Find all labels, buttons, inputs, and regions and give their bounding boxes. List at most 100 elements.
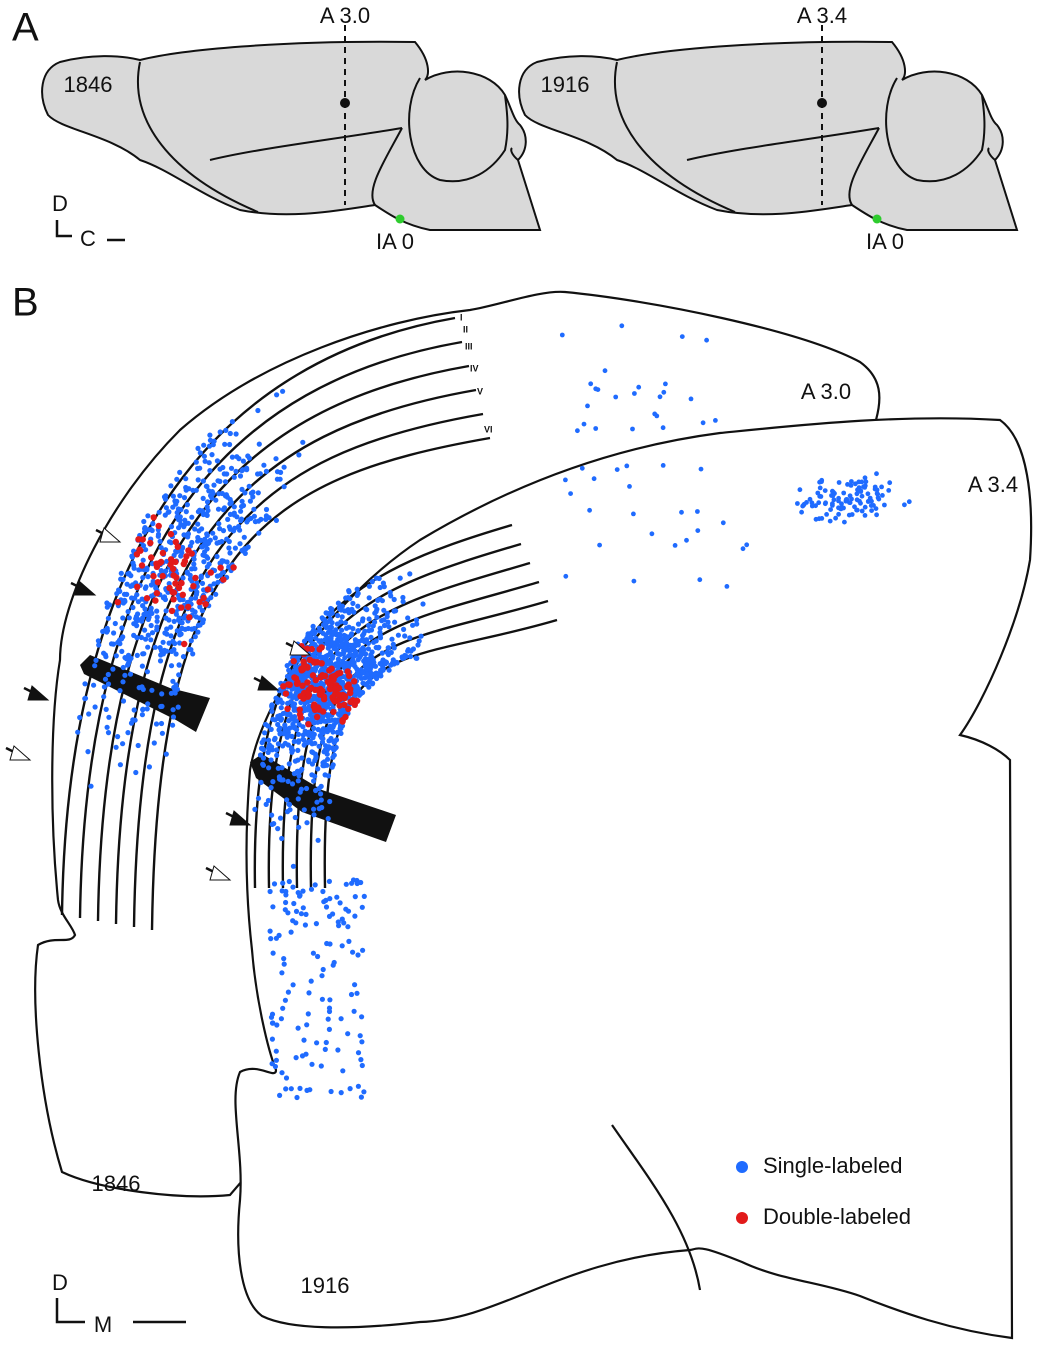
- cell: [186, 646, 192, 653]
- cell: [364, 661, 370, 667]
- cell: [281, 484, 287, 490]
- cell: [104, 604, 110, 610]
- cell: [325, 645, 331, 651]
- cell: [688, 396, 694, 402]
- cell: [613, 394, 619, 400]
- cell: [168, 663, 175, 669]
- cell: [325, 610, 331, 617]
- cell: [328, 624, 334, 630]
- cell: [882, 502, 887, 508]
- cell: [348, 643, 354, 649]
- cell: [268, 936, 274, 942]
- section-level: A 3.4: [968, 472, 1018, 497]
- cell: [189, 539, 195, 546]
- cell: [366, 583, 372, 589]
- cell: [407, 571, 413, 577]
- cell: [260, 761, 266, 767]
- cell: [308, 645, 315, 653]
- cell: [744, 542, 750, 548]
- cell: [186, 614, 193, 621]
- cell: [309, 716, 315, 722]
- cell: [355, 628, 361, 634]
- cell: [190, 583, 197, 590]
- cell: [211, 581, 217, 587]
- cell: [320, 730, 326, 736]
- cell: [269, 1061, 275, 1067]
- legend-label: Single-labeled: [763, 1153, 902, 1178]
- cell: [401, 655, 407, 661]
- cell: [295, 731, 302, 738]
- cell: [698, 466, 704, 472]
- cell: [291, 668, 297, 675]
- cell: [343, 640, 349, 646]
- cell: [148, 622, 154, 629]
- cell: [277, 776, 283, 782]
- cell: [848, 483, 854, 488]
- cell: [372, 663, 379, 669]
- cell: [198, 573, 204, 579]
- cell: [158, 703, 164, 710]
- cell: [286, 878, 292, 885]
- cell: [114, 599, 122, 606]
- cell: [330, 676, 337, 683]
- cell: [178, 604, 185, 611]
- case-id: 1846: [92, 1171, 141, 1196]
- cell: [200, 619, 206, 626]
- cell: [105, 681, 112, 687]
- cell: [125, 730, 131, 736]
- cell: [240, 458, 246, 464]
- cell: [327, 896, 333, 902]
- cell: [345, 1031, 351, 1037]
- cell: [326, 878, 332, 885]
- cell: [704, 337, 709, 343]
- injection-track: [80, 655, 210, 732]
- cell: [139, 596, 145, 602]
- cell: [154, 618, 160, 624]
- arrow-head: [229, 810, 252, 826]
- arrows: [5, 527, 312, 881]
- cell: [195, 521, 201, 527]
- cell: [273, 1048, 279, 1054]
- cell: [126, 615, 132, 621]
- cell: [209, 495, 215, 501]
- cell: [102, 676, 109, 682]
- cell: [310, 950, 316, 956]
- cell: [332, 685, 339, 693]
- cell: [158, 568, 164, 574]
- cell: [275, 765, 281, 771]
- cell: [149, 527, 155, 534]
- cell: [149, 610, 155, 617]
- cell: [316, 646, 323, 653]
- cell: [277, 713, 283, 719]
- cell: [313, 755, 319, 761]
- cell: [227, 430, 233, 437]
- arrow-head: [27, 685, 50, 701]
- cell: [319, 973, 325, 979]
- cell: [178, 553, 184, 559]
- cell: [269, 812, 275, 818]
- cell: [289, 749, 295, 755]
- cell: [415, 642, 421, 648]
- cell: [140, 615, 146, 621]
- cell: [158, 652, 164, 658]
- cell: [192, 526, 198, 532]
- cell: [400, 594, 406, 601]
- landmark: IA 0: [866, 229, 904, 254]
- cell: [232, 525, 238, 531]
- cell: [141, 529, 148, 535]
- cell: [162, 630, 168, 636]
- cell: [865, 491, 871, 497]
- cell: [256, 530, 262, 536]
- cell: [310, 640, 316, 647]
- cell: [832, 491, 837, 496]
- cell: [355, 621, 362, 627]
- cell: [335, 691, 342, 698]
- cell: [330, 911, 336, 917]
- cell: [325, 773, 332, 779]
- cell: [234, 514, 240, 520]
- cell: [337, 636, 343, 642]
- cell: [226, 545, 232, 551]
- cell: [141, 518, 147, 525]
- cell: [152, 597, 159, 604]
- cell: [337, 669, 344, 677]
